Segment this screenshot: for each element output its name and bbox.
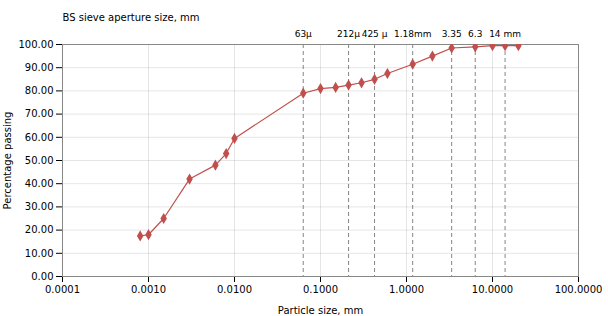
svg-text:0.0100: 0.0100 [217,284,252,295]
svg-text:80.00: 80.00 [25,85,54,96]
svg-text:Percentage passing: Percentage passing [2,112,13,210]
svg-text:0.00: 0.00 [31,271,53,282]
svg-text:3.35: 3.35 [442,29,462,39]
svg-text:425 μ: 425 μ [362,29,388,39]
svg-text:70.00: 70.00 [25,108,54,119]
svg-text:0.0001: 0.0001 [45,284,80,295]
svg-text:10.00: 10.00 [25,248,54,259]
svg-text:40.00: 40.00 [25,178,54,189]
svg-text:0.1000: 0.1000 [303,284,338,295]
svg-text:1.0000: 1.0000 [389,284,424,295]
svg-text:0.0010: 0.0010 [131,284,166,295]
svg-text:1.18mm: 1.18mm [394,29,432,39]
svg-text:Particle size, mm: Particle size, mm [278,305,363,316]
svg-text:6.3: 6.3 [468,29,482,39]
svg-text:14 mm: 14 mm [489,29,521,39]
svg-text:BS sieve aperture size, mm: BS sieve aperture size, mm [63,12,200,23]
svg-text:20.00: 20.00 [25,224,54,235]
svg-text:63μ: 63μ [295,29,312,39]
svg-text:30.00: 30.00 [25,201,54,212]
svg-text:60.00: 60.00 [25,132,54,143]
svg-text:212μ: 212μ [337,29,360,39]
svg-text:100.0000: 100.0000 [555,284,603,295]
svg-text:10.0000: 10.0000 [472,284,513,295]
svg-text:50.00: 50.00 [25,155,54,166]
svg-text:90.00: 90.00 [25,62,54,73]
svg-text:100.00: 100.00 [19,39,54,50]
